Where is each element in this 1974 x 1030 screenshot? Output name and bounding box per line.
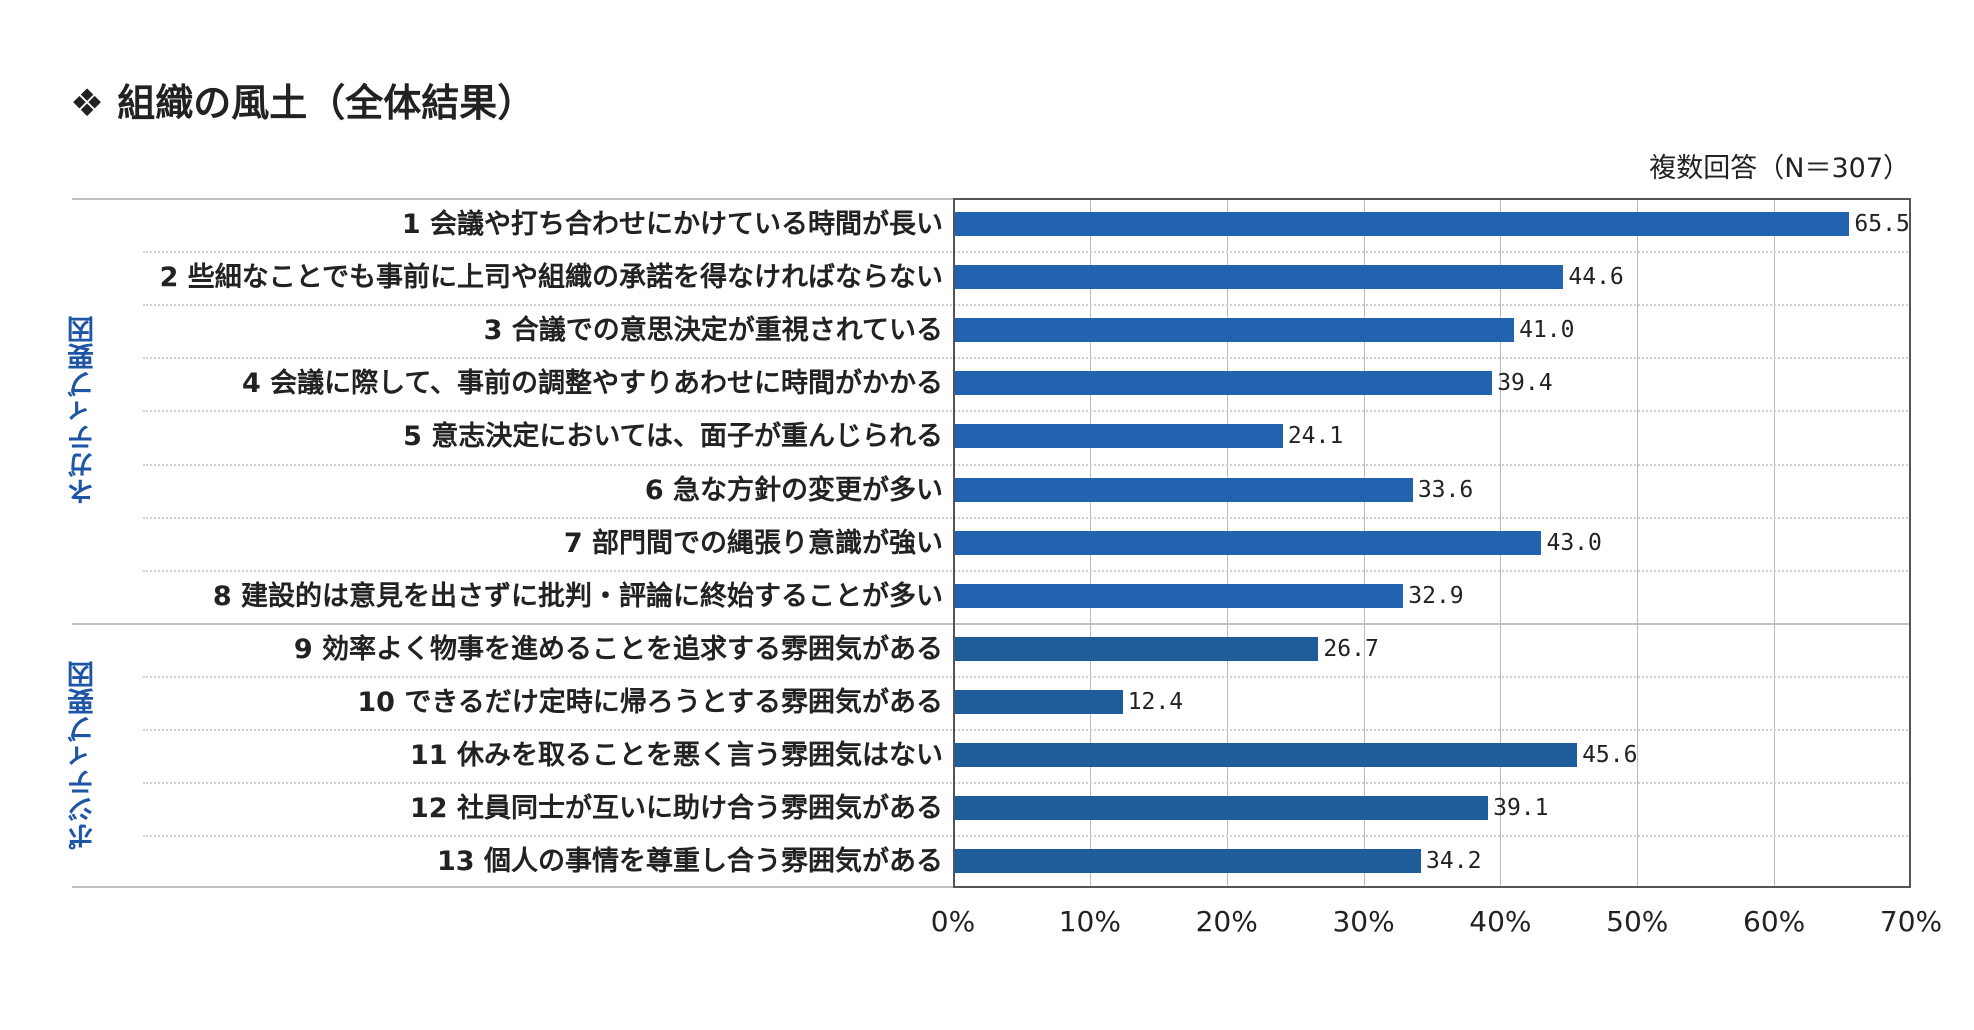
sample-note: 複数回答（N＝307）	[1649, 153, 1910, 184]
x-tick-label: 60%	[1743, 905, 1806, 938]
x-tick-label: 40%	[1469, 905, 1532, 938]
bar	[953, 530, 1542, 555]
group-label: ポジティブ要因	[68, 661, 99, 851]
bar	[953, 477, 1413, 502]
row-separator	[143, 729, 1911, 731]
category-label: 4 会議に際して、事前の調整やすりあわせに時間がかかる	[241, 368, 943, 400]
category-label: 6 急な方針の変更が多い	[644, 474, 943, 506]
row-separator	[143, 251, 1911, 254]
value-label: 12.4	[1127, 688, 1184, 715]
value-label: 34.2	[1426, 848, 1482, 875]
value-label: 33.6	[1417, 476, 1474, 503]
category-label: 10 できるだけ定時に帰ろうとする雰囲気がある	[357, 686, 943, 718]
row-separator	[143, 516, 1911, 519]
x-tick-label: 20%	[1195, 905, 1258, 938]
x-tick-label: 70%	[1879, 905, 1943, 938]
value-label: 24.1	[1287, 423, 1344, 450]
row-separator	[143, 782, 1911, 785]
bar	[953, 371, 1493, 396]
category-label: 8 建設的は意見を出さずに批判・評論に終始することが多い	[212, 580, 943, 612]
category-label: 5 意志決定においては、面子が重んじられる	[403, 421, 943, 453]
gridline	[1637, 198, 1639, 888]
category-label: 13 個人の事情を尊重し合う雰囲気がある	[437, 846, 943, 878]
value-label: 43.0	[1546, 529, 1602, 556]
row-separator	[143, 463, 1911, 466]
bar	[953, 689, 1123, 714]
value-label: 39.1	[1493, 795, 1549, 822]
category-label: 3 合議での意思決定が重視されている	[483, 315, 943, 347]
row-separator	[143, 569, 1911, 572]
value-label: 65.5	[1854, 211, 1910, 237]
value-label: 45.6	[1582, 742, 1638, 768]
category-label: 11 休みを取ることを悪く言う雰囲気はない	[410, 740, 943, 771]
value-label: 44.6	[1568, 264, 1624, 291]
gridline	[1774, 198, 1776, 888]
row-separator	[143, 304, 1911, 307]
bar	[953, 212, 1850, 236]
x-tick-label: 50%	[1606, 905, 1669, 938]
value-label: 32.9	[1408, 582, 1464, 609]
x-tick-label: 30%	[1332, 905, 1395, 938]
x-tick-label: 0%	[930, 905, 976, 938]
bar	[953, 265, 1564, 290]
group-label: ネガティブ要因	[68, 315, 99, 505]
bar	[953, 849, 1422, 874]
bar	[953, 424, 1283, 449]
group-divider	[72, 622, 1911, 625]
bar	[953, 796, 1489, 821]
category-label: 12 社員同士が互いに助け合う雰囲気がある	[410, 793, 943, 825]
category-label: 1 会議や打ち合わせにかけている時間が長い	[401, 209, 943, 240]
bar	[953, 636, 1319, 661]
category-label: 9 効率よく物事を進めることを追求する雰囲気がある	[293, 633, 943, 665]
value-label: 39.4	[1497, 370, 1553, 397]
chart-title: ❖ 組織の風土（全体結果）	[70, 81, 536, 125]
bar	[953, 583, 1404, 608]
row-separator	[143, 835, 1911, 838]
value-label: 41.0	[1519, 317, 1575, 344]
bar	[953, 743, 1578, 767]
category-label: 2 些細なことでも事前に上司や組織の承諾を得なければならない	[159, 262, 943, 294]
row-separator	[143, 675, 1911, 678]
plot-area	[953, 198, 1911, 888]
bar	[953, 318, 1515, 343]
x-tick-label: 10%	[1058, 905, 1121, 938]
row-separator	[143, 357, 1911, 360]
value-label: 26.7	[1323, 635, 1379, 662]
row-separator	[143, 410, 1911, 413]
category-label: 7 部門間での縄張り意識が強い	[563, 527, 943, 559]
